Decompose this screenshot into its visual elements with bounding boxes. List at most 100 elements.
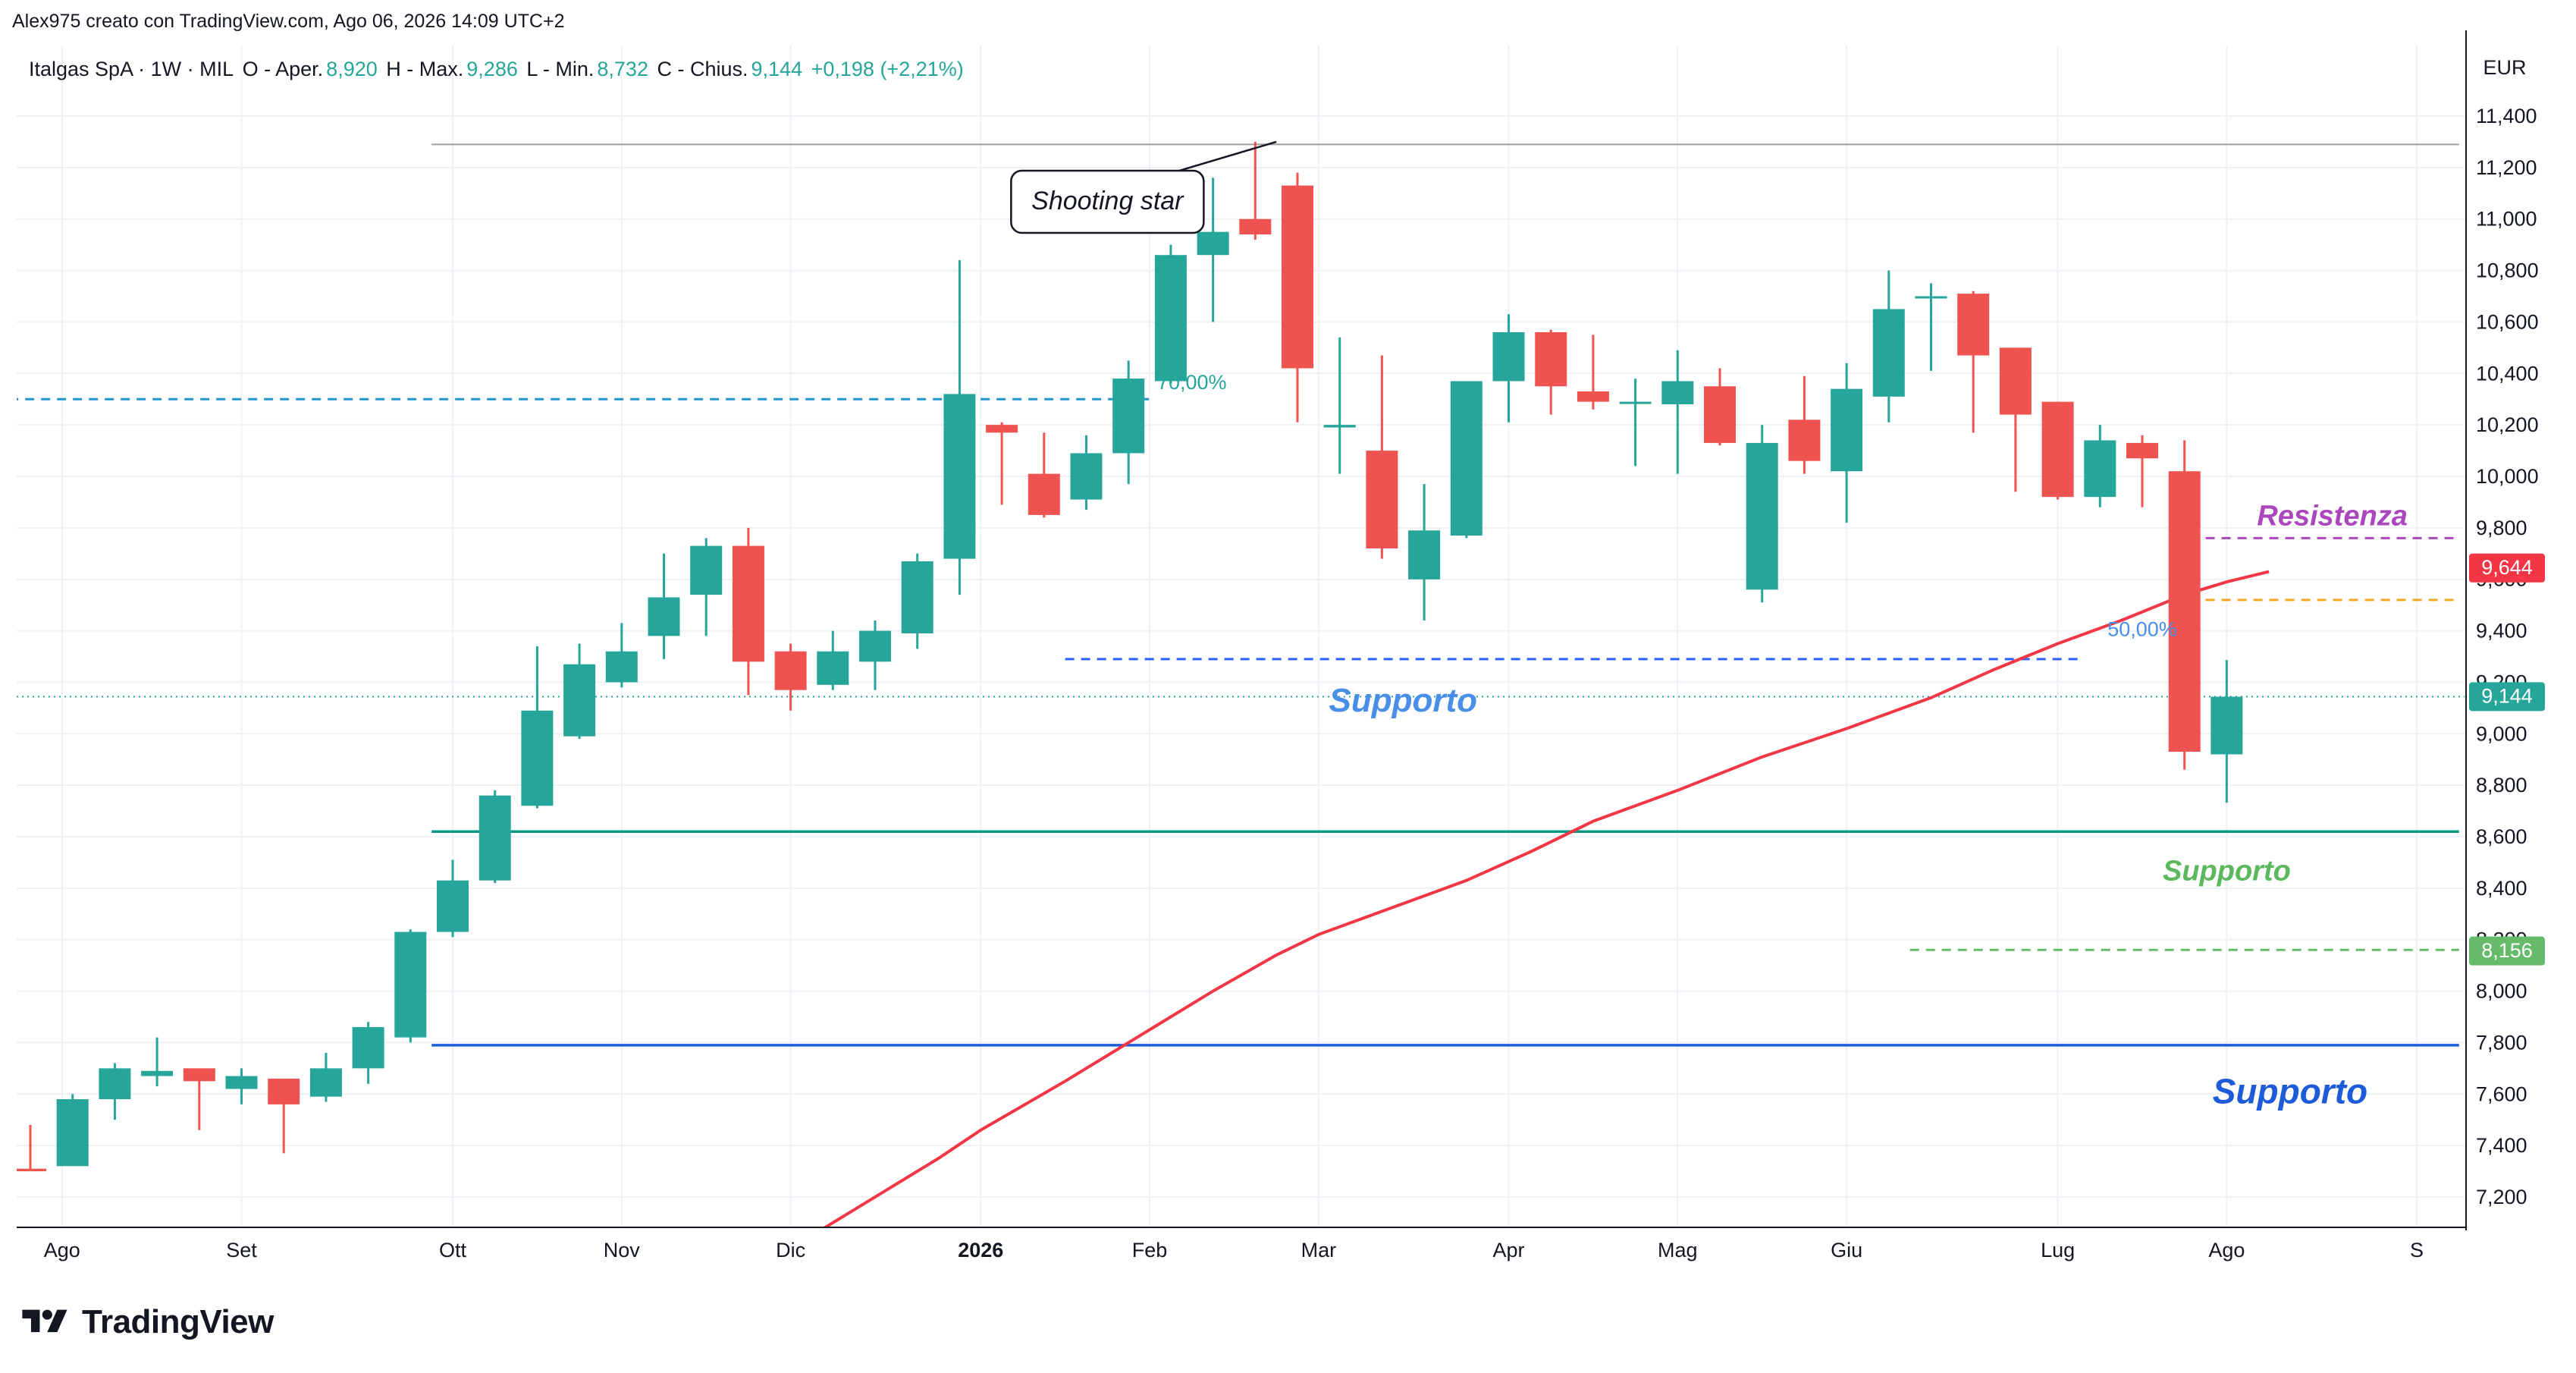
candle	[141, 1037, 174, 1087]
x-tick-label: Ott	[439, 1239, 467, 1261]
candle-body	[1999, 347, 2032, 415]
candle-body	[309, 1068, 342, 1097]
callout-pointer	[1178, 140, 1277, 172]
grid	[17, 46, 2465, 1227]
candle	[943, 260, 976, 595]
candle	[605, 623, 638, 688]
candle	[1704, 368, 1736, 446]
y-tick-label: 10,200	[2476, 413, 2539, 436]
candle	[225, 1068, 258, 1104]
candle	[1619, 379, 1652, 467]
label-fib-50: 50,00%	[2107, 618, 2177, 641]
high-label: H - Max.	[386, 58, 464, 80]
candle-body	[943, 394, 976, 559]
candle-body	[1831, 388, 1863, 472]
candle-body	[1788, 419, 1821, 461]
tradingview-logo-icon	[22, 1309, 67, 1333]
candle-body	[1704, 386, 1736, 443]
price-tag-bg	[2469, 936, 2545, 966]
candle-body	[1535, 332, 1567, 387]
close-label: C - Chius.	[657, 58, 748, 80]
candle	[1028, 432, 1060, 518]
candle	[1112, 360, 1145, 485]
candle	[1450, 381, 1483, 539]
candle-body	[690, 545, 723, 595]
candle	[2210, 660, 2243, 803]
y-tick-label: 11,000	[2476, 208, 2537, 231]
candle-body	[1366, 451, 1398, 548]
y-tick-label: 8,000	[2476, 980, 2527, 1003]
candle-body	[268, 1078, 300, 1104]
candle	[690, 538, 723, 636]
candle	[183, 1068, 215, 1130]
candle	[2084, 425, 2116, 507]
y-tick-label: 8,400	[2476, 877, 2527, 900]
candle-body	[817, 651, 849, 685]
candle-body	[1577, 391, 1609, 402]
candle	[1239, 141, 1272, 240]
y-tick-label: 7,200	[2476, 1186, 2527, 1208]
candle	[1154, 244, 1187, 384]
candle-body	[1408, 530, 1441, 580]
label-resistenza: Resistenza	[2257, 500, 2408, 532]
tradingview-brand[interactable]: TradingView	[18, 1303, 274, 1341]
candle	[817, 630, 849, 690]
candle	[986, 422, 1018, 505]
candle-body	[1112, 379, 1145, 454]
y-tick-label: 9,400	[2476, 620, 2527, 643]
candle	[2126, 435, 2158, 507]
candle	[1999, 347, 2032, 492]
candle	[1366, 355, 1398, 559]
moving-average-line	[824, 570, 2270, 1227]
candle	[1323, 337, 1356, 474]
y-tick-label: 10,400	[2476, 362, 2539, 385]
candle-body	[437, 880, 469, 932]
y-tick-label: 10,000	[2476, 465, 2539, 488]
label-supporto-green: Supporto	[2163, 856, 2291, 888]
candle	[521, 646, 554, 809]
candle-body	[732, 545, 764, 662]
currency-label: EUR	[2483, 56, 2526, 79]
candle-body	[986, 425, 1018, 433]
candle	[1535, 329, 1567, 415]
candle	[56, 1094, 89, 1167]
x-tick-label: Mag	[1658, 1239, 1698, 1261]
change-value: +0,198 (+2,21%)	[811, 58, 964, 80]
price-tag-label: 9,144	[2481, 685, 2533, 708]
candle	[774, 643, 807, 711]
y-tick-label: 9,800	[2476, 517, 2527, 539]
candle-body	[1661, 381, 1694, 404]
symbol-legend: Italgas SpA · 1W · MIL O - Aper. 8,920 H …	[29, 58, 967, 81]
candle-body	[1239, 218, 1272, 235]
x-tick-label: Giu	[1831, 1239, 1862, 1261]
open-label: O - Aper.	[242, 58, 324, 80]
candle-body	[99, 1068, 131, 1100]
candle-body	[1282, 185, 1313, 369]
open-value: 8,920	[326, 58, 378, 80]
candle-body	[17, 1168, 46, 1172]
candle	[2041, 401, 2074, 500]
candle-body	[56, 1099, 89, 1167]
candle-body	[1450, 381, 1483, 536]
x-tick-label: Lug	[2041, 1239, 2075, 1261]
label-supporto-lower: Supporto	[2213, 1071, 2367, 1111]
candle-body	[478, 795, 511, 881]
candle-body	[1619, 401, 1652, 404]
tag-green-support: 8,156	[2469, 936, 2545, 966]
candle-body	[1957, 294, 1990, 356]
candle	[732, 527, 764, 696]
tag-ma: 9,644	[2469, 553, 2545, 583]
x-tick-label: S	[2410, 1239, 2424, 1261]
candle	[1408, 484, 1441, 621]
candle	[99, 1063, 131, 1120]
callout-text: Shooting star	[1031, 187, 1184, 215]
candle	[563, 643, 596, 740]
y-tick-label: 11,400	[2476, 105, 2537, 127]
candle	[1197, 178, 1229, 322]
price-tag-bg	[2469, 553, 2545, 583]
plot-area	[17, 141, 2465, 1227]
y-tick-label: 7,400	[2476, 1134, 2527, 1157]
candle	[1915, 283, 1947, 371]
candle-body	[1746, 442, 1778, 590]
